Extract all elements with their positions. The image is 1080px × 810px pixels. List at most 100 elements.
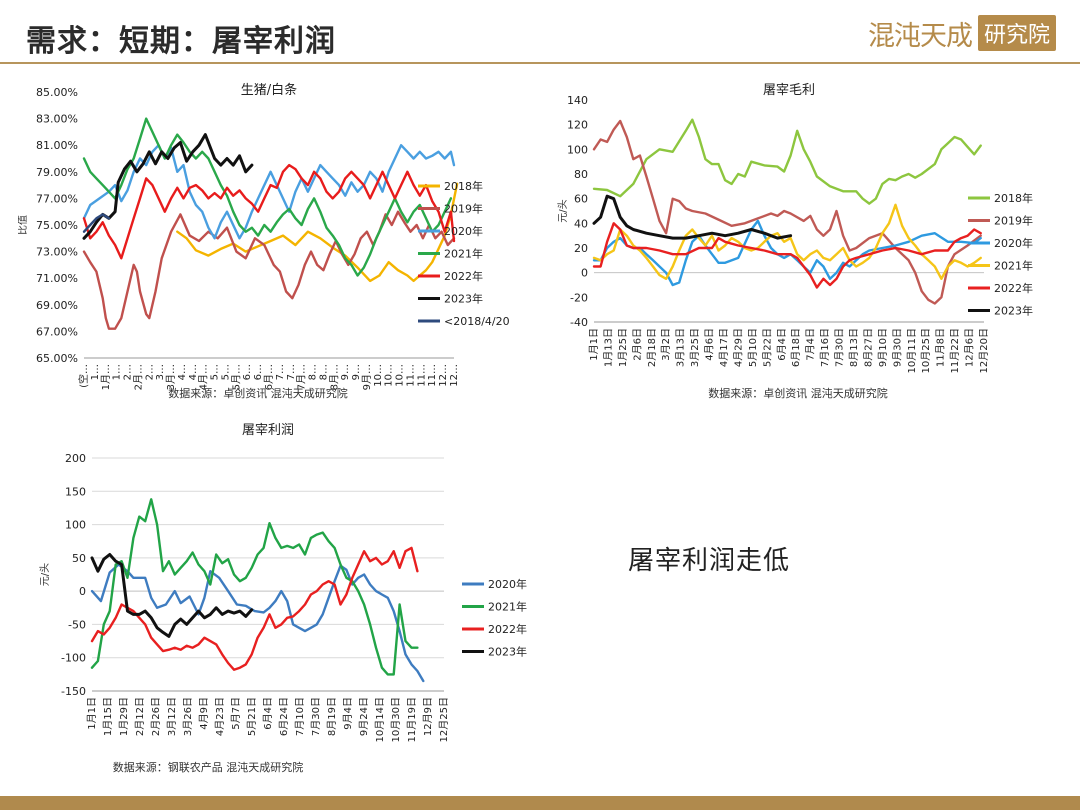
x-tick-label: 7… <box>286 364 297 380</box>
x-tick-label: 3月25日 <box>689 328 701 367</box>
x-tick-label: 10… <box>373 364 384 387</box>
legend-label: 2023年 <box>488 645 527 659</box>
x-tick-label: 7月30日 <box>310 697 322 736</box>
x-tick-label: 3月12日 <box>166 697 178 736</box>
x-tick-label: 4月… <box>198 364 210 390</box>
x-tick-label: 9月10日 <box>877 328 889 367</box>
x-tick-label: 5月21日 <box>246 697 258 736</box>
x-tick-label: 10月30日 <box>390 697 402 742</box>
y-tick-label: 85.00% <box>36 86 78 99</box>
series-line-4 <box>592 222 982 289</box>
x-tick-label: 7月4日 <box>805 328 817 361</box>
x-tick-label: 10月14日 <box>374 697 386 742</box>
x-tick-label: 11月8日 <box>935 328 947 367</box>
x-tick-label: 11… <box>427 364 438 387</box>
x-tick-label: 2月18日 <box>646 328 658 367</box>
x-tick-label: 1月15日 <box>102 697 114 736</box>
legend-label: 2020年 <box>488 577 527 591</box>
slide-title: 需求：短期：屠宰利润 <box>26 24 336 59</box>
y-tick-label: 75.00% <box>36 219 78 232</box>
legend-label: 2023年 <box>444 292 483 306</box>
x-tick-label: 10… <box>384 364 395 387</box>
x-tick-label: 4… <box>188 364 199 380</box>
x-tick-label: 2月… <box>132 364 144 390</box>
legend-label: 2023年 <box>994 304 1033 318</box>
x-tick-label: 7月30日 <box>834 328 846 367</box>
x-tick-label: 9月… <box>361 364 373 390</box>
legend-label: 2019年 <box>444 202 483 216</box>
legend-label: 2022年 <box>488 622 527 636</box>
y-tick-label: 50 <box>72 552 86 565</box>
x-tick-label: 4月29日 <box>732 328 744 367</box>
x-tick-label: 3月2日 <box>660 328 672 361</box>
x-tick-label: 1月13日 <box>602 328 614 367</box>
x-tick-label: 6… <box>253 364 264 380</box>
x-tick-label: 11月19日 <box>406 697 418 742</box>
x-tick-label: 12月25日 <box>438 697 450 742</box>
x-tick-label: 1… <box>90 364 101 380</box>
x-tick-label: 7… <box>275 364 286 380</box>
series-line-3 <box>592 203 982 280</box>
conclusion-text: 屠宰利润走低 <box>628 546 791 576</box>
legend-label: 2018年 <box>444 179 483 193</box>
legend-label: 2022年 <box>444 269 483 283</box>
y-tick-label: 69.00% <box>36 299 78 312</box>
x-tick-label: 6月… <box>263 364 275 390</box>
y-tick-label: -50 <box>68 618 86 631</box>
y-tick-label: -40 <box>570 316 588 329</box>
x-tick-label: 11… <box>405 364 416 387</box>
x-tick-label: 10… <box>395 364 406 387</box>
x-tick-label: 7月… <box>296 364 308 390</box>
x-tick-label: 3… <box>155 364 166 380</box>
y-axis-label: 比值 <box>18 215 29 235</box>
x-tick-label: 9月4日 <box>342 697 354 730</box>
x-tick-label: 1月… <box>100 364 112 390</box>
legend-label: <2018/4/20 <box>444 315 510 328</box>
x-tick-label: 5月7日 <box>230 697 242 730</box>
x-tick-label: 6… <box>242 364 253 380</box>
series-line-1 <box>90 498 419 676</box>
x-tick-label: 10月25日 <box>920 328 932 373</box>
x-tick-label: 1月29日 <box>118 697 130 736</box>
series-line-2 <box>592 219 982 287</box>
x-tick-label: 11… <box>416 364 427 387</box>
series-line-0 <box>592 118 982 205</box>
x-tick-label: 1… <box>112 364 123 380</box>
y-tick-label: -100 <box>61 652 86 665</box>
y-tick-label: 100 <box>567 143 588 156</box>
chart-title: 生猪/白条 <box>241 82 297 98</box>
y-tick-label: 65.00% <box>36 352 78 365</box>
series-line-5 <box>82 133 254 240</box>
y-tick-label: 80 <box>574 168 588 181</box>
y-tick-label: 120 <box>567 119 588 132</box>
x-tick-label: 9… <box>351 364 362 380</box>
x-tick-label: 6月4日 <box>776 328 788 361</box>
x-tick-label: 2月12日 <box>134 697 146 736</box>
x-tick-label: 8… <box>308 364 319 380</box>
x-tick-label: 1月1日 <box>588 328 600 361</box>
x-tick-label: 7月10日 <box>294 697 306 736</box>
series-line-5 <box>592 194 793 240</box>
y-tick-label: 81.00% <box>36 139 78 152</box>
y-tick-label: 140 <box>567 94 588 107</box>
x-tick-label: 3月26日 <box>182 697 194 736</box>
y-tick-label: 60 <box>574 193 588 206</box>
x-tick-label: 5月… <box>230 364 242 390</box>
x-tick-label: 12月9日 <box>422 697 434 736</box>
x-tick-label: 8… <box>318 364 329 380</box>
series-line-2 <box>90 546 419 671</box>
x-tick-label: 9… <box>340 364 351 380</box>
y-tick-label: 71.00% <box>36 272 78 285</box>
x-tick-label: 1月1日 <box>86 697 98 730</box>
legend-label: 2021年 <box>444 247 483 261</box>
y-tick-label: 200 <box>65 452 86 465</box>
x-tick-label: 4月6日 <box>704 328 716 361</box>
x-tick-label: 10月11日 <box>906 328 918 373</box>
y-tick-label: 67.00% <box>36 325 78 338</box>
x-tick-label: 9月24日 <box>358 697 370 736</box>
data-source: 数据来源：卓创资讯 混沌天成研究院 <box>708 386 888 400</box>
legend-label: 2020年 <box>994 236 1033 250</box>
x-tick-label: 8月13日 <box>848 328 860 367</box>
